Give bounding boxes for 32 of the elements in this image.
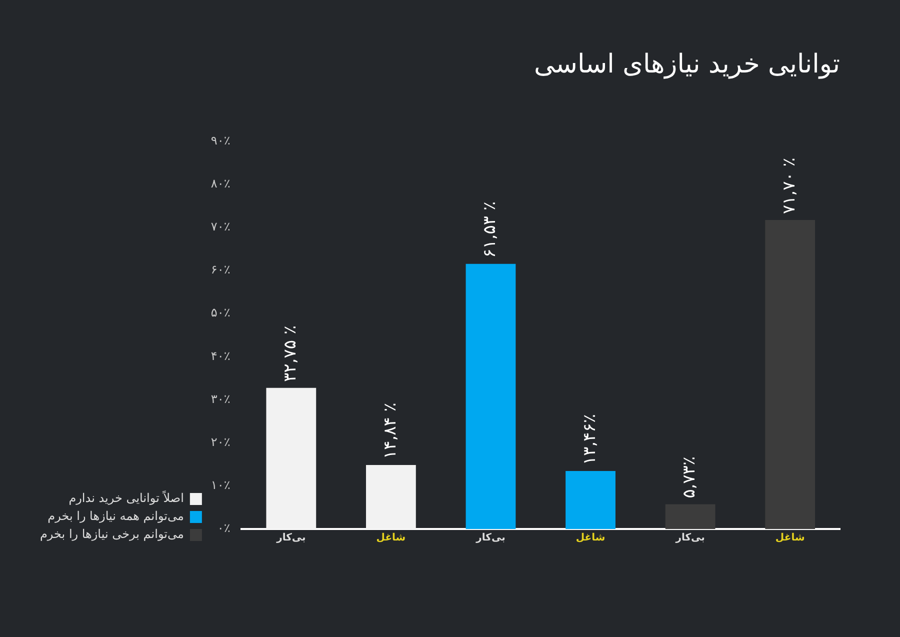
y-tick-label: ۴۰٪	[210, 348, 230, 363]
y-tick-label: ۳۰٪	[210, 392, 230, 406]
bar	[665, 504, 716, 529]
bar	[466, 264, 516, 529]
bar	[266, 388, 316, 529]
y-tick-label: ۵۰٪	[210, 306, 230, 320]
bar	[366, 465, 416, 529]
bar	[765, 220, 816, 529]
data-label: ۷۱,۷۰ ٪	[780, 158, 800, 214]
legend-label: می‌توانم همه نیازها را بخرم	[48, 509, 184, 524]
x-tick-label: بی‌کار	[674, 532, 705, 544]
y-tick-label: ۰٪	[217, 521, 230, 536]
data-label: ۶۱,۵۳ ٪	[480, 201, 500, 258]
y-tick-label: ۱۰٪	[210, 478, 230, 492]
data-label: ۵,۷۳٪	[680, 456, 700, 498]
y-tick-label: ۶۰٪	[210, 262, 230, 277]
y-tick-label: ۸۰٪	[210, 176, 230, 190]
x-tick-label: شاغل	[576, 532, 606, 544]
x-tick-label: شاغل	[775, 532, 805, 544]
x-tick-label: بی‌کار	[475, 532, 506, 544]
data-label: ۳۲,۷۵ ٪	[280, 325, 301, 382]
chart-title: توانایی خرید نیازهای اساسی	[534, 49, 840, 80]
x-tick-label: شاغل	[376, 532, 406, 544]
data-label: ۱۳,۴۶٪	[580, 414, 600, 465]
x-tick-label: بی‌کار	[276, 532, 306, 544]
legend-label: اصلاً توانایی خرید ندارم	[68, 490, 184, 506]
y-tick-label: ۹۰٪	[210, 133, 230, 148]
legend-label: می‌توانم برخی نیازها را بخرم	[40, 527, 184, 542]
y-tick-label: ۷۰٪	[210, 220, 230, 234]
bar	[566, 471, 616, 529]
y-tick-label: ۲۰٪	[210, 434, 230, 449]
data-label: ۱۴,۸۴ ٪	[380, 402, 400, 460]
